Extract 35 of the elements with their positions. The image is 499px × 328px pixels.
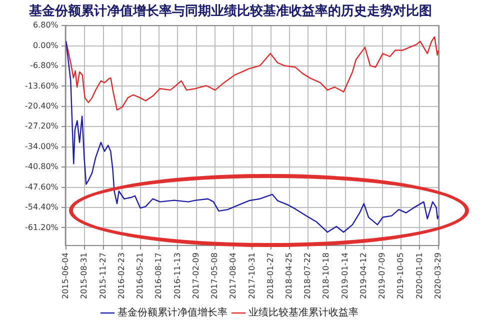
y-tick-label: -6.80%: [30, 61, 59, 70]
x-tick-label: 2017-08-04: [228, 252, 238, 300]
chart-title: 基金份额累计净值增长率与同期业绩比较基准收益率的历史走势对比图: [28, 3, 432, 20]
x-tick-label: 2016-11-13: [172, 252, 182, 300]
y-tick-label: -54.40%: [25, 202, 59, 212]
x-tick-label: 2018-04-25: [284, 252, 294, 300]
y-tick-label: 6.80%: [32, 20, 59, 30]
y-tick-label: -61.20%: [25, 222, 59, 232]
x-tick-label: 2019-01-14: [340, 252, 350, 300]
y-tick-label: -40.80%: [25, 162, 59, 172]
y-tick-label: -27.20%: [25, 122, 59, 131]
y-tick-label: 0.00%: [32, 40, 59, 50]
x-tick-label: 2019-10-05: [396, 252, 406, 300]
y-tick-label: -20.40%: [25, 102, 59, 111]
x-tick-label: 2016-02-23: [116, 252, 126, 300]
x-tick-label: 2016-08-17: [154, 252, 164, 300]
x-tick-label: 2017-02-09: [191, 252, 200, 300]
x-tick-label: 2020-03-29: [433, 252, 442, 300]
y-tick-label: -13.60%: [25, 81, 59, 90]
x-tick-label: 2018-07-22: [303, 252, 312, 300]
legend-label: 业绩比较基准累计收益率: [248, 306, 358, 319]
x-tick-label: 2019-07-09: [378, 252, 387, 300]
x-tick-label: 2018-10-18: [322, 252, 331, 300]
x-tick-label: 2015-11-27: [98, 252, 108, 300]
x-tick-label: 2015-06-04: [61, 252, 70, 300]
x-tick-label: 2019-04-12: [358, 252, 368, 300]
x-tick-label: 2015-08-31: [80, 252, 89, 300]
y-tick-label: -47.60%: [25, 182, 59, 192]
x-tick-label: 2017-05-08: [210, 252, 220, 300]
x-tick-label: 2016-05-21: [136, 252, 145, 300]
x-tick-label: 2018-01-27: [266, 252, 275, 300]
legend-label: 基金份额累计净值增长率: [118, 306, 228, 319]
y-tick-label: -34.00%: [25, 142, 59, 151]
x-tick-label: 2020-01-01: [414, 252, 424, 300]
x-tick-label: 2017-10-31: [247, 252, 256, 300]
